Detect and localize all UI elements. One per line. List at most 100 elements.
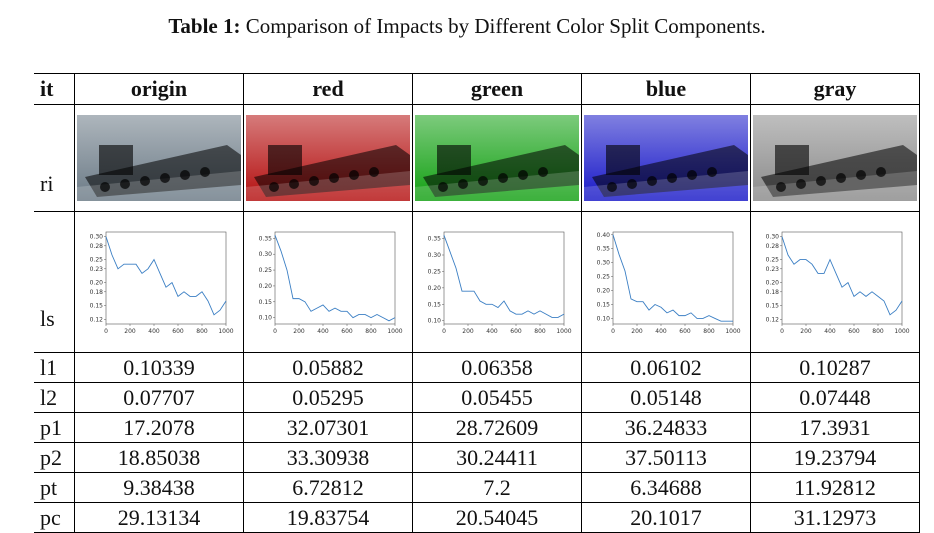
loss-series-line [274, 235, 396, 322]
wheel [876, 167, 886, 177]
metric-cell: 37.50113 [581, 442, 751, 473]
header-row: it origin red green blue gray [34, 73, 920, 105]
metric-cell: 29.13134 [74, 502, 244, 533]
metric-cell: 0.06102 [581, 352, 751, 383]
x-tick-label: 200 [631, 328, 643, 335]
x-tick-label: 1000 [218, 328, 233, 335]
image-cell [581, 104, 751, 212]
metric-cell: 32.07301 [243, 412, 413, 443]
loss-plot-red: 0.35 0.30 0.25 0.20 0.15 0.100 200 400 600 800 100… [259, 231, 403, 335]
y-tick-label: 0.15 [259, 299, 273, 306]
x-tick-label: 600 [341, 328, 353, 335]
metric-row-l1: l1 0.10339 0.05882 0.06358 0.06102 0.102… [34, 352, 920, 383]
y-tick-label: 0.28 [90, 243, 104, 250]
x-tick-label: 800 [196, 328, 208, 335]
y-tick-label: 0.30 [597, 260, 611, 267]
wheel [458, 179, 468, 189]
caption-text: Comparison of Impacts by Different Color… [245, 14, 766, 38]
x-tick-label: 600 [848, 328, 860, 335]
metric-cell: 11.92812 [750, 472, 920, 503]
wheel [140, 176, 150, 186]
ground [77, 171, 241, 201]
locomotive-cab [606, 145, 640, 175]
y-tick-label: 0.10 [259, 315, 273, 322]
train-image-red [246, 115, 410, 201]
x-tick-label: 0 [611, 328, 615, 335]
y-tick-label: 0.25 [766, 257, 780, 264]
metric-cell: 6.72812 [243, 472, 413, 503]
row-label-ls: ls [34, 211, 75, 353]
loss-series-line [612, 234, 733, 322]
wheel [329, 173, 339, 183]
y-tick-label: 0.10 [428, 318, 442, 325]
x-tick-label: 400 [486, 328, 498, 335]
x-tick-label: 800 [534, 328, 546, 335]
locomotive-cab [775, 145, 809, 175]
column-header-green: green [412, 73, 582, 105]
plot-cell: 0.30 0.28 0.25 0.23 0.20 0.18 0.15 0.12 0 200 400 6… [750, 211, 920, 353]
wheel [538, 167, 548, 177]
image-cell [412, 104, 582, 212]
metric-cell: 0.05882 [243, 352, 413, 383]
metric-cell: 20.54045 [412, 502, 582, 533]
y-tick-label: 0.35 [428, 236, 442, 243]
y-tick-label: 0.23 [766, 266, 780, 273]
metric-cell: 19.23794 [750, 442, 920, 473]
x-tick-label: 200 [293, 328, 305, 335]
y-tick-label: 0.15 [597, 301, 611, 308]
locomotive-cab [268, 145, 302, 175]
metric-cell: 9.38438 [74, 472, 244, 503]
metric-cell: 28.72609 [412, 412, 582, 443]
y-tick-label: 0.30 [766, 234, 780, 241]
metric-cell: 0.06358 [412, 352, 582, 383]
metric-cell: 7.2 [412, 472, 582, 503]
y-tick-label: 0.20 [428, 285, 442, 292]
plot-cell: 0.30 0.28 0.25 0.23 0.20 0.18 0.15 0.12 0 200 400 6… [74, 211, 244, 353]
ground [246, 171, 410, 201]
metric-cell: 30.24411 [412, 442, 582, 473]
wheel [836, 173, 846, 183]
wheel [120, 179, 130, 189]
column-header-red: red [243, 73, 413, 105]
y-tick-label: 0.30 [259, 251, 273, 258]
wheel [180, 170, 190, 180]
metric-cell: 19.83754 [243, 502, 413, 533]
y-tick-label: 0.40 [597, 232, 611, 239]
y-tick-label: 0.20 [766, 280, 780, 287]
image-cell [750, 104, 920, 212]
x-tick-label: 600 [172, 328, 184, 335]
y-tick-label: 0.18 [766, 289, 780, 296]
metric-cell: 0.07707 [74, 382, 244, 413]
row-label: l2 [34, 382, 75, 413]
plot-cell: 0.40 0.35 0.30 0.25 0.20 0.15 0.10 0 200 400 600 80… [581, 211, 751, 353]
y-tick-label: 0.15 [766, 303, 780, 310]
y-tick-label: 0.20 [90, 280, 104, 287]
metric-cell: 0.10287 [750, 352, 920, 383]
metric-cell: 0.05295 [243, 382, 413, 413]
y-tick-label: 0.30 [428, 252, 442, 259]
wheel [349, 170, 359, 180]
wheel [856, 170, 866, 180]
row-label: pt [34, 472, 75, 503]
x-tick-label: 0 [273, 328, 277, 335]
loss-plot-blue: 0.40 0.35 0.30 0.25 0.20 0.15 0.100 200 400 600 80… [597, 231, 741, 335]
x-tick-label: 0 [104, 328, 108, 335]
plot-cell: 0.35 0.30 0.25 0.20 0.15 0.10 0 200 400 600 800 100… [243, 211, 413, 353]
wheel [647, 176, 657, 186]
metric-cell: 20.1017 [581, 502, 751, 533]
x-tick-label: 400 [317, 328, 329, 335]
wheel [518, 170, 528, 180]
wheel [309, 176, 319, 186]
column-header-blue: blue [581, 73, 751, 105]
image-row: ri [34, 104, 920, 212]
wheel [100, 182, 110, 192]
corner-header: it [34, 73, 75, 105]
loss-series-line [443, 235, 565, 318]
x-tick-label: 0 [780, 328, 784, 335]
wheel [438, 182, 448, 192]
x-tick-label: 1000 [387, 328, 402, 335]
wheel [269, 182, 279, 192]
locomotive-cab [99, 145, 133, 175]
image-cell [74, 104, 244, 212]
x-tick-label: 800 [703, 328, 715, 335]
